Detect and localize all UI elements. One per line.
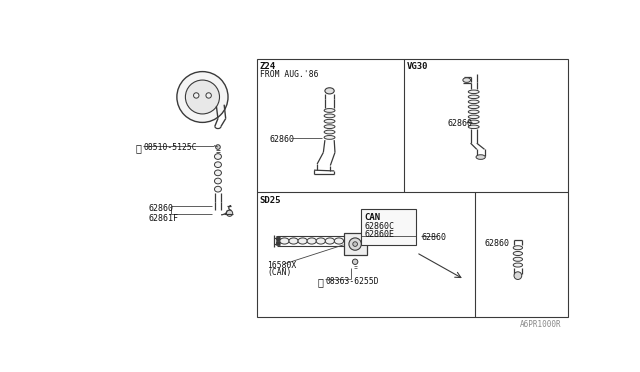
Ellipse shape	[289, 238, 298, 244]
Text: 08363-6255D: 08363-6255D	[326, 277, 380, 286]
Ellipse shape	[276, 242, 280, 243]
Ellipse shape	[324, 114, 335, 118]
Ellipse shape	[324, 109, 335, 112]
Ellipse shape	[468, 95, 479, 99]
Ellipse shape	[307, 238, 316, 244]
Ellipse shape	[468, 120, 479, 124]
Ellipse shape	[324, 125, 335, 129]
Text: 62860: 62860	[447, 119, 472, 128]
Ellipse shape	[463, 78, 470, 82]
Circle shape	[227, 210, 233, 217]
Ellipse shape	[214, 186, 221, 192]
Text: Ⓢ: Ⓢ	[136, 143, 141, 153]
Ellipse shape	[276, 243, 280, 244]
Ellipse shape	[334, 238, 344, 244]
Ellipse shape	[214, 162, 221, 167]
Bar	[344, 233, 367, 255]
Circle shape	[186, 80, 220, 114]
Ellipse shape	[276, 239, 280, 240]
Circle shape	[206, 93, 211, 98]
Text: 16580X: 16580X	[268, 261, 297, 270]
Text: Z24: Z24	[260, 62, 276, 71]
Ellipse shape	[324, 135, 335, 139]
Text: 62860: 62860	[148, 204, 173, 213]
Circle shape	[353, 259, 358, 264]
Text: 62860: 62860	[421, 233, 446, 242]
Circle shape	[177, 71, 228, 122]
Text: 62860E: 62860E	[364, 230, 394, 239]
Ellipse shape	[325, 88, 334, 94]
Text: 62860: 62860	[484, 240, 509, 248]
Bar	[360, 209, 417, 245]
Ellipse shape	[324, 119, 335, 123]
Ellipse shape	[468, 90, 479, 93]
Ellipse shape	[513, 246, 522, 250]
Text: 62860C: 62860C	[364, 222, 394, 231]
Circle shape	[349, 238, 362, 250]
Text: (CAN): (CAN)	[268, 268, 292, 277]
Text: 08510-5125C: 08510-5125C	[143, 143, 197, 152]
Ellipse shape	[276, 238, 280, 239]
Circle shape	[353, 242, 358, 246]
Text: VG30: VG30	[407, 62, 429, 71]
Ellipse shape	[276, 244, 280, 246]
Ellipse shape	[280, 238, 289, 244]
Circle shape	[193, 93, 199, 98]
Text: Ⓢ: Ⓢ	[317, 277, 323, 287]
Ellipse shape	[513, 263, 522, 267]
Ellipse shape	[468, 105, 479, 109]
Ellipse shape	[468, 115, 479, 119]
Circle shape	[216, 145, 220, 150]
Text: 62860: 62860	[269, 135, 294, 144]
Ellipse shape	[468, 100, 479, 103]
Ellipse shape	[513, 257, 522, 261]
Bar	[257, 58, 568, 317]
Text: CAN: CAN	[364, 213, 381, 222]
Ellipse shape	[468, 125, 479, 129]
Text: SD25: SD25	[260, 196, 282, 205]
Ellipse shape	[324, 130, 335, 134]
Ellipse shape	[513, 251, 522, 256]
Text: A6PR1000R: A6PR1000R	[520, 320, 562, 329]
Text: FROM AUG.'86: FROM AUG.'86	[260, 70, 318, 79]
Text: 62861F: 62861F	[148, 214, 178, 223]
Ellipse shape	[325, 238, 335, 244]
Ellipse shape	[316, 238, 326, 244]
Ellipse shape	[468, 110, 479, 113]
Ellipse shape	[476, 155, 485, 159]
Ellipse shape	[214, 170, 221, 176]
Ellipse shape	[214, 154, 221, 159]
Circle shape	[514, 272, 522, 279]
Ellipse shape	[298, 238, 307, 244]
Ellipse shape	[214, 178, 221, 184]
